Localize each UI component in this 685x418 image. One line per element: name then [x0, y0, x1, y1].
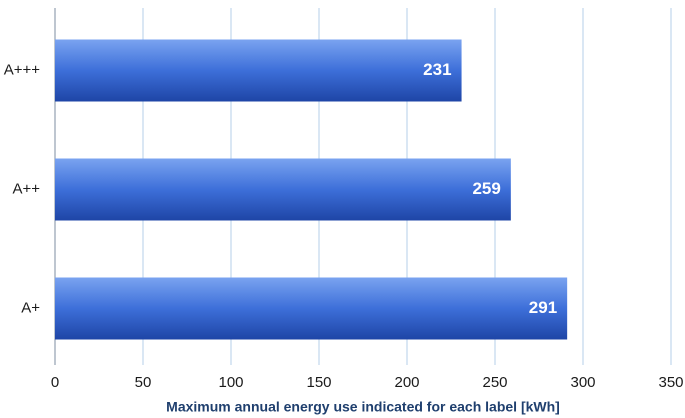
x-tick-label: 100 [218, 374, 243, 391]
x-tick-label: 300 [570, 374, 595, 391]
x-tick-label: 50 [135, 374, 152, 391]
value-label: 259 [472, 179, 500, 198]
value-label: 291 [529, 298, 557, 317]
y-tick-label: A++ [12, 180, 40, 197]
bar [55, 158, 511, 221]
value-label: 231 [423, 60, 451, 79]
bar [55, 39, 462, 102]
x-axis-title: Maximum annual energy use indicated for … [166, 399, 560, 415]
y-tick-label: A+++ [4, 61, 41, 78]
x-tick-label: 250 [482, 374, 507, 391]
x-tick-label: 350 [658, 374, 683, 391]
y-tick-label: A+ [21, 299, 40, 316]
x-tick-label: 200 [394, 374, 419, 391]
x-tick-label: 0 [51, 374, 59, 391]
bar [55, 277, 568, 340]
x-tick-label: 150 [306, 374, 331, 391]
